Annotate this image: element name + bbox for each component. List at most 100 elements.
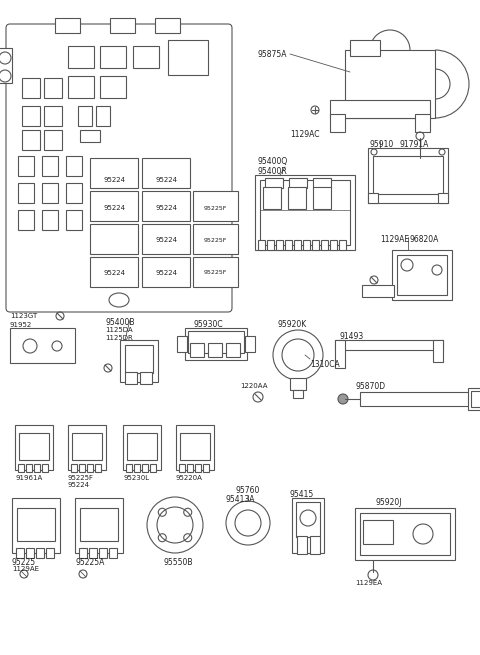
Bar (42, 156, 58, 176)
Bar (26, 464, 32, 472)
Bar (78, 106, 92, 126)
Text: 91961A: 91961A (15, 475, 42, 481)
Bar (203, 464, 209, 472)
Bar (90, 158, 138, 188)
Text: 95225F: 95225F (68, 475, 94, 481)
Bar (68, 46, 94, 68)
Bar (176, 425, 214, 470)
Bar (109, 548, 117, 558)
Bar (42, 183, 58, 203)
FancyBboxPatch shape (6, 24, 232, 312)
Bar (71, 464, 77, 472)
Bar (397, 255, 447, 295)
Bar (289, 178, 307, 188)
Bar (126, 464, 132, 472)
Bar (368, 148, 448, 203)
Bar (193, 191, 238, 221)
Circle shape (338, 394, 348, 404)
Bar (255, 175, 355, 250)
Bar (99, 548, 107, 558)
Bar (96, 106, 110, 126)
Text: 95400B: 95400B (105, 318, 134, 327)
Bar (44, 78, 62, 98)
Bar (438, 193, 448, 203)
Text: 95224: 95224 (155, 205, 177, 211)
Bar (87, 464, 93, 472)
Bar (123, 425, 161, 470)
Bar (292, 498, 324, 553)
Text: 95224: 95224 (103, 205, 125, 211)
Bar (330, 100, 430, 118)
Text: 91791A: 91791A (400, 140, 430, 149)
Bar (72, 433, 102, 460)
Bar (355, 508, 455, 560)
Bar (22, 78, 40, 98)
Bar (66, 210, 82, 230)
Text: 95224: 95224 (103, 270, 125, 276)
Bar (80, 130, 100, 142)
Bar (360, 392, 470, 406)
Bar (66, 183, 82, 203)
Bar (10, 328, 75, 363)
Bar (18, 156, 34, 176)
Text: 95225F: 95225F (204, 271, 227, 276)
Bar (330, 114, 345, 132)
Bar (42, 464, 48, 472)
Bar (44, 106, 62, 126)
Text: 1129AE: 1129AE (380, 235, 409, 244)
Text: 95760: 95760 (235, 486, 259, 495)
Bar (120, 340, 158, 382)
Text: 95550B: 95550B (163, 558, 192, 567)
Bar (193, 224, 238, 254)
Text: 95870D: 95870D (355, 382, 385, 391)
Bar (313, 187, 331, 209)
Bar (265, 178, 283, 188)
Bar (335, 340, 443, 350)
Bar (133, 46, 159, 68)
Bar (17, 508, 55, 541)
Bar (345, 50, 435, 118)
Text: 95920J: 95920J (375, 498, 401, 507)
Bar (321, 240, 328, 250)
Bar (26, 548, 34, 558)
Text: 95225F: 95225F (204, 238, 227, 242)
Bar (373, 156, 443, 194)
Bar (226, 343, 240, 357)
Text: 95413A: 95413A (225, 495, 254, 504)
Bar (18, 464, 24, 472)
Bar (293, 390, 303, 398)
Text: 95224: 95224 (155, 270, 177, 276)
Bar (310, 536, 320, 554)
Bar (22, 130, 40, 150)
Bar (350, 40, 380, 56)
Text: 95225: 95225 (12, 558, 36, 567)
Bar (263, 187, 281, 209)
Bar (90, 257, 138, 287)
Bar (285, 240, 292, 250)
Bar (16, 548, 24, 558)
Text: 95910: 95910 (370, 140, 394, 149)
Bar (15, 425, 53, 470)
Text: 95230L: 95230L (123, 475, 149, 481)
Bar (260, 180, 350, 245)
Bar (290, 378, 306, 390)
Bar (110, 18, 135, 33)
Bar (288, 187, 306, 209)
Bar (190, 343, 204, 357)
Text: 95224: 95224 (155, 237, 177, 243)
Text: 95224: 95224 (103, 177, 125, 183)
Bar (330, 240, 337, 250)
Text: 91952: 91952 (10, 322, 32, 328)
Bar (168, 40, 208, 75)
Text: 1129AE: 1129AE (12, 566, 39, 572)
Bar (66, 156, 82, 176)
Bar (313, 178, 331, 188)
Bar (68, 425, 106, 470)
Bar (177, 336, 187, 352)
Bar (193, 257, 238, 287)
Bar (142, 224, 190, 254)
Text: 1220AA: 1220AA (240, 383, 267, 389)
Text: 95224: 95224 (155, 177, 177, 183)
Text: 95224: 95224 (68, 482, 90, 488)
Bar (55, 18, 80, 33)
